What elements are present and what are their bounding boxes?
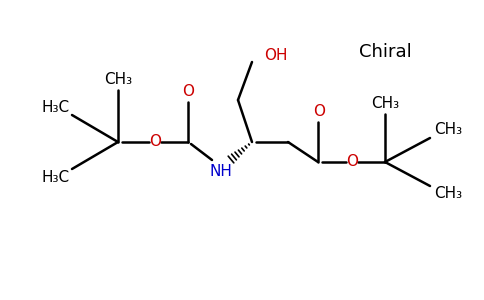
Text: H₃C: H₃C [42, 169, 70, 184]
Text: OH: OH [264, 49, 287, 64]
Text: CH₃: CH₃ [371, 97, 399, 112]
Text: CH₃: CH₃ [104, 73, 132, 88]
Text: O: O [313, 104, 325, 119]
Text: O: O [346, 154, 358, 169]
Text: H₃C: H₃C [42, 100, 70, 115]
Text: O: O [149, 134, 161, 149]
Text: CH₃: CH₃ [434, 122, 462, 137]
Text: O: O [182, 85, 194, 100]
Text: Chiral: Chiral [359, 43, 411, 61]
Text: NH: NH [210, 164, 232, 179]
Text: CH₃: CH₃ [434, 187, 462, 202]
